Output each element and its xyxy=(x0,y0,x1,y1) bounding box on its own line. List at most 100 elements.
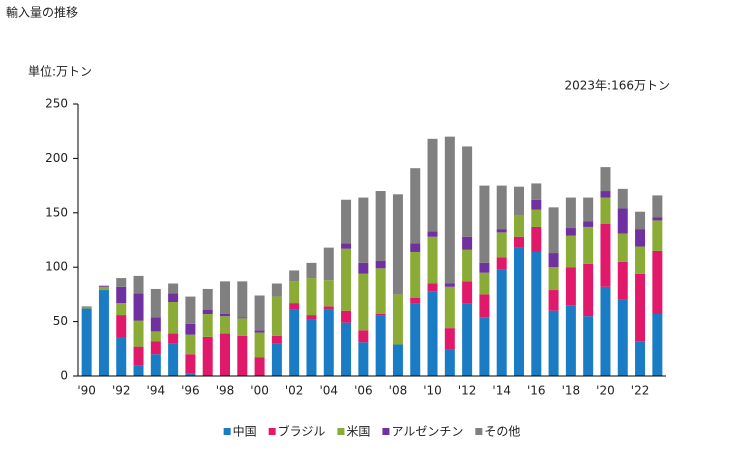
bar-segment xyxy=(237,317,248,319)
bar-segment xyxy=(168,333,179,344)
bar-segment xyxy=(548,310,559,376)
bar-segment xyxy=(410,297,421,304)
bar-segment xyxy=(479,272,490,295)
y-tick-label: 0 xyxy=(60,369,68,383)
bar-segment xyxy=(479,185,490,263)
bar-segment xyxy=(462,249,473,282)
bar-segment xyxy=(375,191,386,261)
y-tick-label: 100 xyxy=(45,260,68,274)
bar-segment xyxy=(341,243,352,249)
bar-segment xyxy=(271,343,282,376)
bar-segment xyxy=(323,280,334,307)
bar-segment xyxy=(220,333,230,376)
legend-label: アルゼンチン xyxy=(391,425,463,439)
bar-segment xyxy=(427,231,438,237)
chart-title: 輸入量の推移 xyxy=(6,5,78,20)
bar-segment xyxy=(635,229,646,247)
bar-segment xyxy=(392,294,403,345)
bar-segment xyxy=(548,207,559,254)
bar-segment xyxy=(531,251,542,376)
bar-segment xyxy=(514,236,524,248)
bar-segment xyxy=(514,214,524,237)
bar-segment xyxy=(462,146,473,237)
bar-segment xyxy=(220,316,230,334)
bar-segment xyxy=(600,223,611,287)
bar-segment xyxy=(444,349,455,376)
bar-segment xyxy=(150,288,161,318)
x-tick-label: '98 xyxy=(216,384,235,398)
x-tick-label: '92 xyxy=(112,384,131,398)
legend-swatch xyxy=(475,428,483,435)
bar-segment xyxy=(185,354,196,374)
bar-segment xyxy=(652,217,663,221)
bar-segment xyxy=(237,281,248,318)
bar-segment xyxy=(617,299,628,376)
bar-segment xyxy=(254,330,265,333)
bar-segment xyxy=(358,330,369,343)
legend-swatch xyxy=(223,428,231,435)
x-tick-label: '16 xyxy=(527,384,546,398)
bar-segment xyxy=(306,278,317,316)
y-tick-label: 150 xyxy=(45,205,68,219)
bar-segment xyxy=(635,211,646,230)
bar-segment xyxy=(583,221,594,227)
bar-segment xyxy=(323,247,334,281)
bar-segment xyxy=(479,294,490,318)
bar-segment xyxy=(600,286,611,376)
note: 2023年:166万トン xyxy=(565,79,671,93)
bar-segment xyxy=(652,250,663,314)
bar-segment xyxy=(375,260,386,269)
bar-segment xyxy=(202,309,213,314)
bar-segment xyxy=(98,290,109,376)
bar-segment xyxy=(116,315,127,338)
bar-segment xyxy=(548,290,559,311)
bar-segment xyxy=(81,306,92,308)
bar-segment xyxy=(133,346,144,366)
bar-segment xyxy=(168,302,179,334)
y-axis-label: 単位:万トン xyxy=(28,64,92,79)
bar-segment xyxy=(514,186,524,215)
legend-swatch xyxy=(382,428,390,435)
bar-segment xyxy=(254,295,265,331)
bar-segment xyxy=(133,365,144,376)
x-tick-label: '00 xyxy=(250,384,269,398)
x-tick-label: '02 xyxy=(285,384,304,398)
bar-segment xyxy=(150,354,161,376)
bar-segment xyxy=(341,248,352,311)
bar-segment xyxy=(531,183,542,200)
bar-segment xyxy=(202,336,213,376)
bar-segment xyxy=(496,269,507,376)
y-tick-label: 250 xyxy=(45,97,68,111)
bar-segment xyxy=(220,313,230,317)
x-tick-label: '94 xyxy=(147,384,166,398)
bar-segment xyxy=(444,136,455,284)
bar-segment xyxy=(410,303,421,376)
bar-segment xyxy=(185,296,196,324)
x-tick-label: '14 xyxy=(492,384,511,398)
bar-segment xyxy=(98,285,109,287)
bar-segment xyxy=(220,281,230,314)
bar-segment xyxy=(427,283,438,292)
bar-segment xyxy=(410,168,421,244)
bar-segment xyxy=(168,293,179,303)
x-tick-label: '96 xyxy=(181,384,200,398)
x-tick-label: '90 xyxy=(77,384,96,398)
bar-segment xyxy=(116,303,127,316)
bar-segment xyxy=(531,199,542,210)
bar-segment xyxy=(289,281,300,304)
bar-segment xyxy=(116,278,127,287)
bar-segment xyxy=(133,320,144,347)
bar-segment xyxy=(635,273,646,342)
bar-segment xyxy=(565,235,576,268)
bar-segment xyxy=(341,199,352,244)
bar-segment xyxy=(479,262,490,273)
bar-segment xyxy=(341,322,352,376)
legend-label: その他 xyxy=(484,425,520,439)
bar-segment xyxy=(565,305,576,376)
bar-segment xyxy=(600,191,611,198)
bar-segment xyxy=(185,373,196,376)
bar-segment xyxy=(514,247,524,376)
bar-segment xyxy=(237,318,248,336)
bar-segment xyxy=(358,273,369,331)
